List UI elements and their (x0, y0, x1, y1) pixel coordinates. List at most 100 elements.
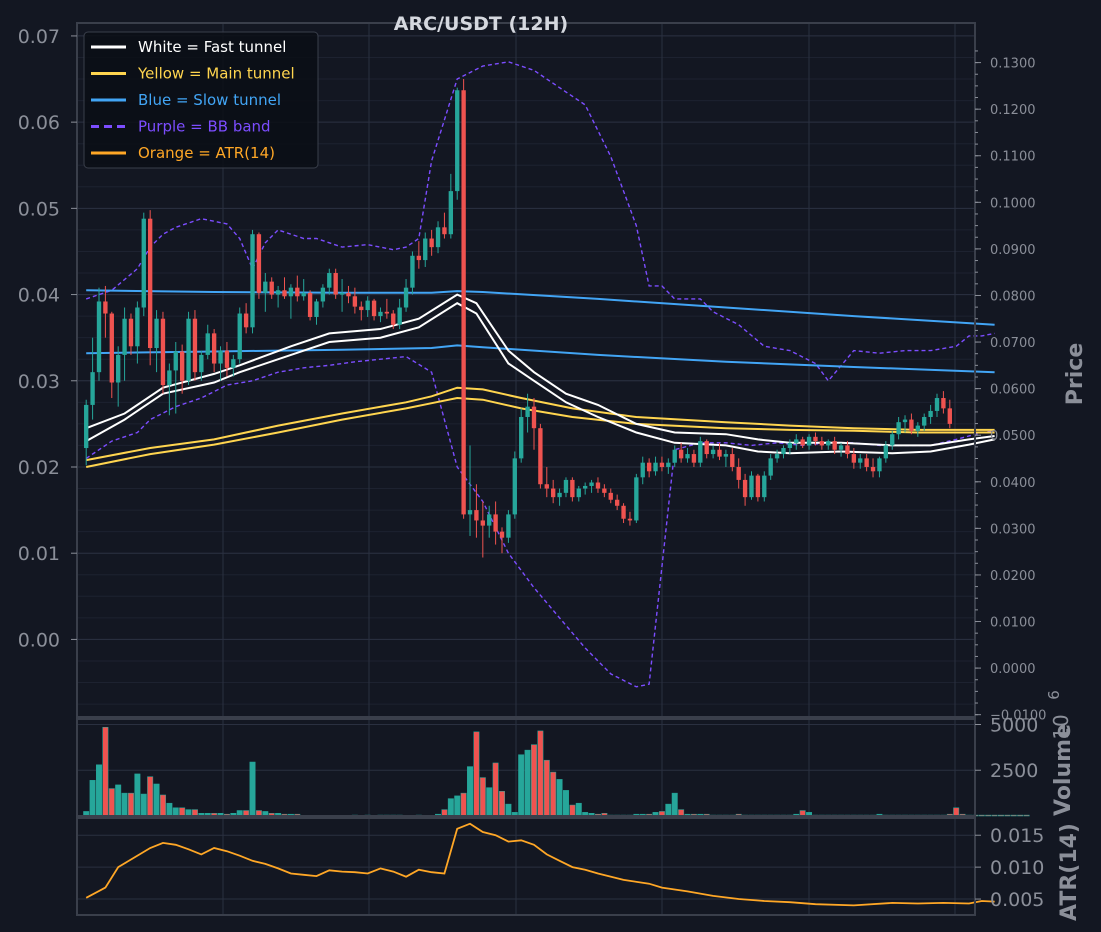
candle-body (461, 90, 466, 515)
volume-bar (121, 792, 128, 817)
atr-tick-label: 0.005 (990, 889, 1044, 911)
candle-body (928, 410, 933, 417)
volume-bar (569, 804, 576, 817)
candle-body (352, 296, 358, 307)
legend-label: Purple = BB band (138, 118, 271, 136)
candle-body (135, 307, 140, 347)
volume-bar (473, 731, 480, 817)
candle-body (199, 354, 204, 373)
candle-body (845, 445, 850, 455)
price-frame (76, 22, 976, 718)
candle-body (582, 485, 588, 489)
candle-body (167, 370, 172, 386)
candle-body (864, 458, 869, 467)
candle-body (173, 351, 178, 371)
candle-body (595, 482, 601, 489)
candle-body (512, 458, 517, 515)
candle-body (327, 273, 332, 288)
volume-bar (454, 795, 461, 817)
candle-body (902, 419, 908, 423)
candle-body (301, 292, 306, 297)
candle-body (237, 313, 242, 360)
candle-body (646, 462, 652, 472)
candle-body (749, 475, 754, 498)
volume-bar (1023, 814, 1030, 817)
volume-bar (978, 814, 985, 817)
candle-body (96, 301, 102, 373)
candle-body (570, 479, 575, 498)
chart-title: ARC/USDT (12H) (394, 13, 568, 35)
candle-body (806, 436, 812, 446)
candle-body (774, 454, 780, 459)
candle-body (794, 439, 799, 443)
candle-body (544, 484, 549, 489)
atr-frame (76, 817, 976, 916)
candle-body (934, 398, 940, 411)
price-left-tick-label: 0.06 (18, 112, 60, 134)
candle-body (141, 218, 146, 308)
candle-body (455, 90, 460, 192)
candle-body (614, 499, 620, 506)
legend-label: Orange = ATR(14) (138, 144, 275, 162)
price-right-tick-label: 0.1000 (990, 196, 1036, 211)
candle-body (307, 292, 313, 317)
candle-body (314, 301, 319, 317)
candle-body (627, 518, 633, 521)
volume-bar (140, 793, 147, 817)
volume-bar (467, 766, 473, 817)
volume-bar (1017, 814, 1024, 817)
candle-body (160, 318, 166, 386)
volume-bar (998, 814, 1004, 817)
price-right-tick-label: 0.0300 (990, 522, 1036, 537)
volume-bar (575, 802, 582, 817)
price-right-tick-label: 0.0700 (990, 336, 1036, 351)
candle-body (525, 406, 530, 417)
candle-body (826, 441, 831, 446)
candle-body (909, 419, 914, 431)
candle-body (672, 449, 677, 463)
atr-axis-label: ATR(14) (1057, 823, 1082, 921)
legend-items: White = Fast tunnel Yellow = Main tunnel B… (91, 38, 295, 162)
volume-bar (492, 762, 499, 817)
price-right-tick-label: 0.0500 (990, 429, 1036, 444)
candle-body (659, 462, 665, 467)
candle-body (423, 238, 428, 261)
volume-bar (89, 780, 96, 817)
volume-bar (505, 803, 512, 817)
legend-label: Yellow = Main tunnel (137, 65, 295, 83)
atr-panel: 0.005 0.010 0.015 ATR(14) (76, 817, 1082, 921)
candle-body (365, 300, 370, 311)
price-right-tick-label: 0.0400 (990, 476, 1036, 491)
candle-body (941, 398, 946, 409)
atr-line (85, 822, 995, 907)
candle-body (339, 292, 345, 295)
price-right-tick-label: 0.0200 (990, 569, 1036, 584)
candle-body (320, 287, 326, 302)
price-right-tick-label: −0.0100 (990, 709, 1046, 724)
volume-bar (1004, 814, 1011, 817)
candle-body (359, 306, 364, 311)
volume-panel: 2500 5000 Volume 10 6 (76, 690, 1076, 817)
volume-bar (134, 773, 141, 817)
volume-tick-label: 5000 (990, 714, 1038, 736)
candle-body (84, 404, 89, 449)
candle-body (218, 350, 223, 364)
candle-body (122, 318, 127, 355)
candle-body (397, 307, 402, 325)
candle-body (147, 218, 153, 349)
candle-body (717, 449, 722, 457)
candle-body (730, 454, 735, 467)
volume-exponent-label: 10 (1049, 714, 1073, 739)
candle-body (947, 408, 952, 424)
volume-bar (108, 788, 115, 817)
candle-body (403, 287, 409, 308)
candle-body (333, 273, 338, 295)
price-left-axis: 0.00 0.01 0.02 0.03 0.04 0.05 0.06 0.07 (18, 26, 77, 651)
candle-body (640, 462, 645, 478)
volume-axis: 2500 5000 (975, 714, 1038, 782)
candle-body (551, 488, 556, 498)
volume-tick-label: 2500 (990, 760, 1038, 782)
volume-bar (102, 726, 109, 817)
candle-body (653, 462, 658, 472)
candle-body (736, 466, 741, 480)
